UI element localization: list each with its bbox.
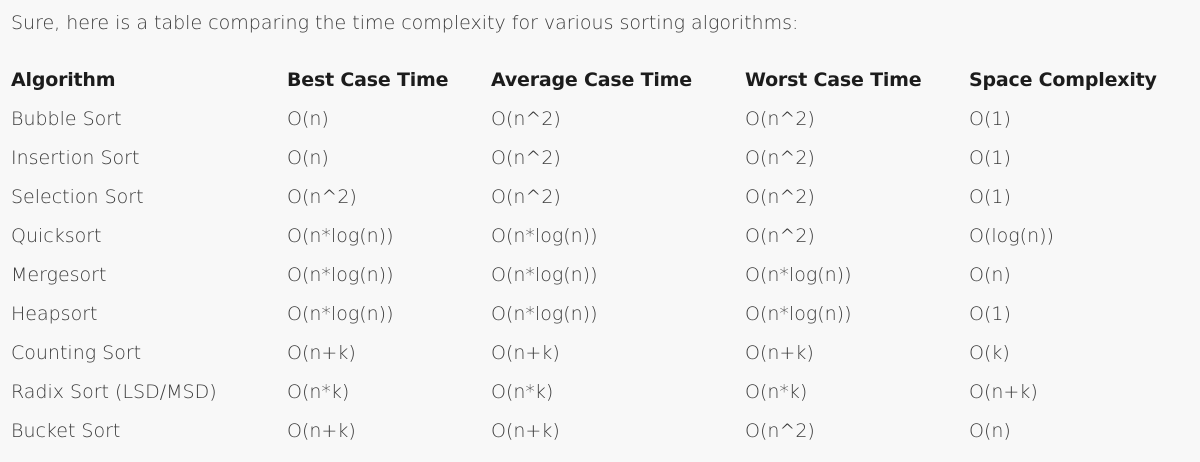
intro-text: Sure, here is a table comparing the time… xyxy=(11,12,799,34)
header-best-case: Best Case Time xyxy=(287,68,449,91)
table-body: Bubble Sort O(n) O(n^2) O(n^2) O(1) Inse… xyxy=(11,99,1197,450)
cell-worst-case: O(n*log(n)) xyxy=(745,263,852,286)
cell-space-complexity: O(n) xyxy=(969,419,1011,442)
cell-best-case: O(n) xyxy=(287,146,329,169)
cell-space-complexity: O(1) xyxy=(969,302,1011,325)
cell-space-complexity: O(1) xyxy=(969,146,1011,169)
cell-space-complexity: O(n+k) xyxy=(969,380,1038,403)
header-row: Algorithm Best Case Time Average Case Ti… xyxy=(11,60,1197,99)
cell-best-case: O(n+k) xyxy=(287,341,356,364)
table-row: Bubble Sort O(n) O(n^2) O(n^2) O(1) xyxy=(11,99,1197,138)
cell-average-case: O(n+k) xyxy=(491,341,560,364)
table-row: Insertion Sort O(n) O(n^2) O(n^2) O(1) xyxy=(11,138,1197,177)
cell-worst-case: O(n^2) xyxy=(745,185,815,208)
cell-worst-case: O(n^2) xyxy=(745,224,815,247)
cell-space-complexity: O(n) xyxy=(969,263,1011,286)
cell-best-case: O(n^2) xyxy=(287,185,357,208)
table-row: Heapsort O(n*log(n)) O(n*log(n)) O(n*log… xyxy=(11,294,1197,333)
header-algorithm: Algorithm xyxy=(11,68,116,91)
cell-worst-case: O(n^2) xyxy=(745,146,815,169)
cell-best-case: O(n*log(n)) xyxy=(287,224,394,247)
table-row: Radix Sort (LSD/MSD) O(n*k) O(n*k) O(n*k… xyxy=(11,372,1197,411)
cell-average-case: O(n^2) xyxy=(491,146,561,169)
cell-best-case: O(n*log(n)) xyxy=(287,263,394,286)
cell-best-case: O(n*log(n)) xyxy=(287,302,394,325)
table-row: Mergesort O(n*log(n)) O(n*log(n)) O(n*lo… xyxy=(11,255,1197,294)
cell-average-case: O(n*k) xyxy=(491,380,554,403)
complexity-table: Algorithm Best Case Time Average Case Ti… xyxy=(11,60,1197,450)
cell-best-case: O(n) xyxy=(287,107,329,130)
cell-average-case: O(n+k) xyxy=(491,419,560,442)
cell-algorithm: Quicksort xyxy=(11,224,102,247)
cell-space-complexity: O(k) xyxy=(969,341,1010,364)
cell-algorithm: Bucket Sort xyxy=(11,419,121,442)
cell-worst-case: O(n^2) xyxy=(745,107,815,130)
cell-space-complexity: O(log(n)) xyxy=(969,224,1054,247)
cell-average-case: O(n^2) xyxy=(491,185,561,208)
cell-best-case: O(n+k) xyxy=(287,419,356,442)
cell-worst-case: O(n*k) xyxy=(745,380,808,403)
header-space-complexity: Space Complexity xyxy=(969,68,1157,91)
cell-space-complexity: O(1) xyxy=(969,185,1011,208)
cell-algorithm: Selection Sort xyxy=(11,185,144,208)
cell-average-case: O(n*log(n)) xyxy=(491,224,598,247)
cell-best-case: O(n*k) xyxy=(287,380,350,403)
cell-space-complexity: O(1) xyxy=(969,107,1011,130)
cell-algorithm: Radix Sort (LSD/MSD) xyxy=(11,380,217,403)
header-worst-case: Worst Case Time xyxy=(745,68,922,91)
table-row: Selection Sort O(n^2) O(n^2) O(n^2) O(1) xyxy=(11,177,1197,216)
cell-worst-case: O(n+k) xyxy=(745,341,814,364)
table-row: Bucket Sort O(n+k) O(n+k) O(n^2) O(n) xyxy=(11,411,1197,450)
header-average-case: Average Case Time xyxy=(491,68,692,91)
cell-algorithm: Heapsort xyxy=(11,302,98,325)
table-header: Algorithm Best Case Time Average Case Ti… xyxy=(11,60,1197,99)
cell-worst-case: O(n*log(n)) xyxy=(745,302,852,325)
cell-algorithm: Counting Sort xyxy=(11,341,142,364)
table-row: Quicksort O(n*log(n)) O(n*log(n)) O(n^2)… xyxy=(11,216,1197,255)
table-row: Counting Sort O(n+k) O(n+k) O(n+k) O(k) xyxy=(11,333,1197,372)
cell-average-case: O(n*log(n)) xyxy=(491,263,598,286)
cell-algorithm: Insertion Sort xyxy=(11,146,140,169)
cell-algorithm: Mergesort xyxy=(11,263,107,286)
cell-worst-case: O(n^2) xyxy=(745,419,815,442)
cell-average-case: O(n^2) xyxy=(491,107,561,130)
cell-algorithm: Bubble Sort xyxy=(11,107,122,130)
cell-average-case: O(n*log(n)) xyxy=(491,302,598,325)
